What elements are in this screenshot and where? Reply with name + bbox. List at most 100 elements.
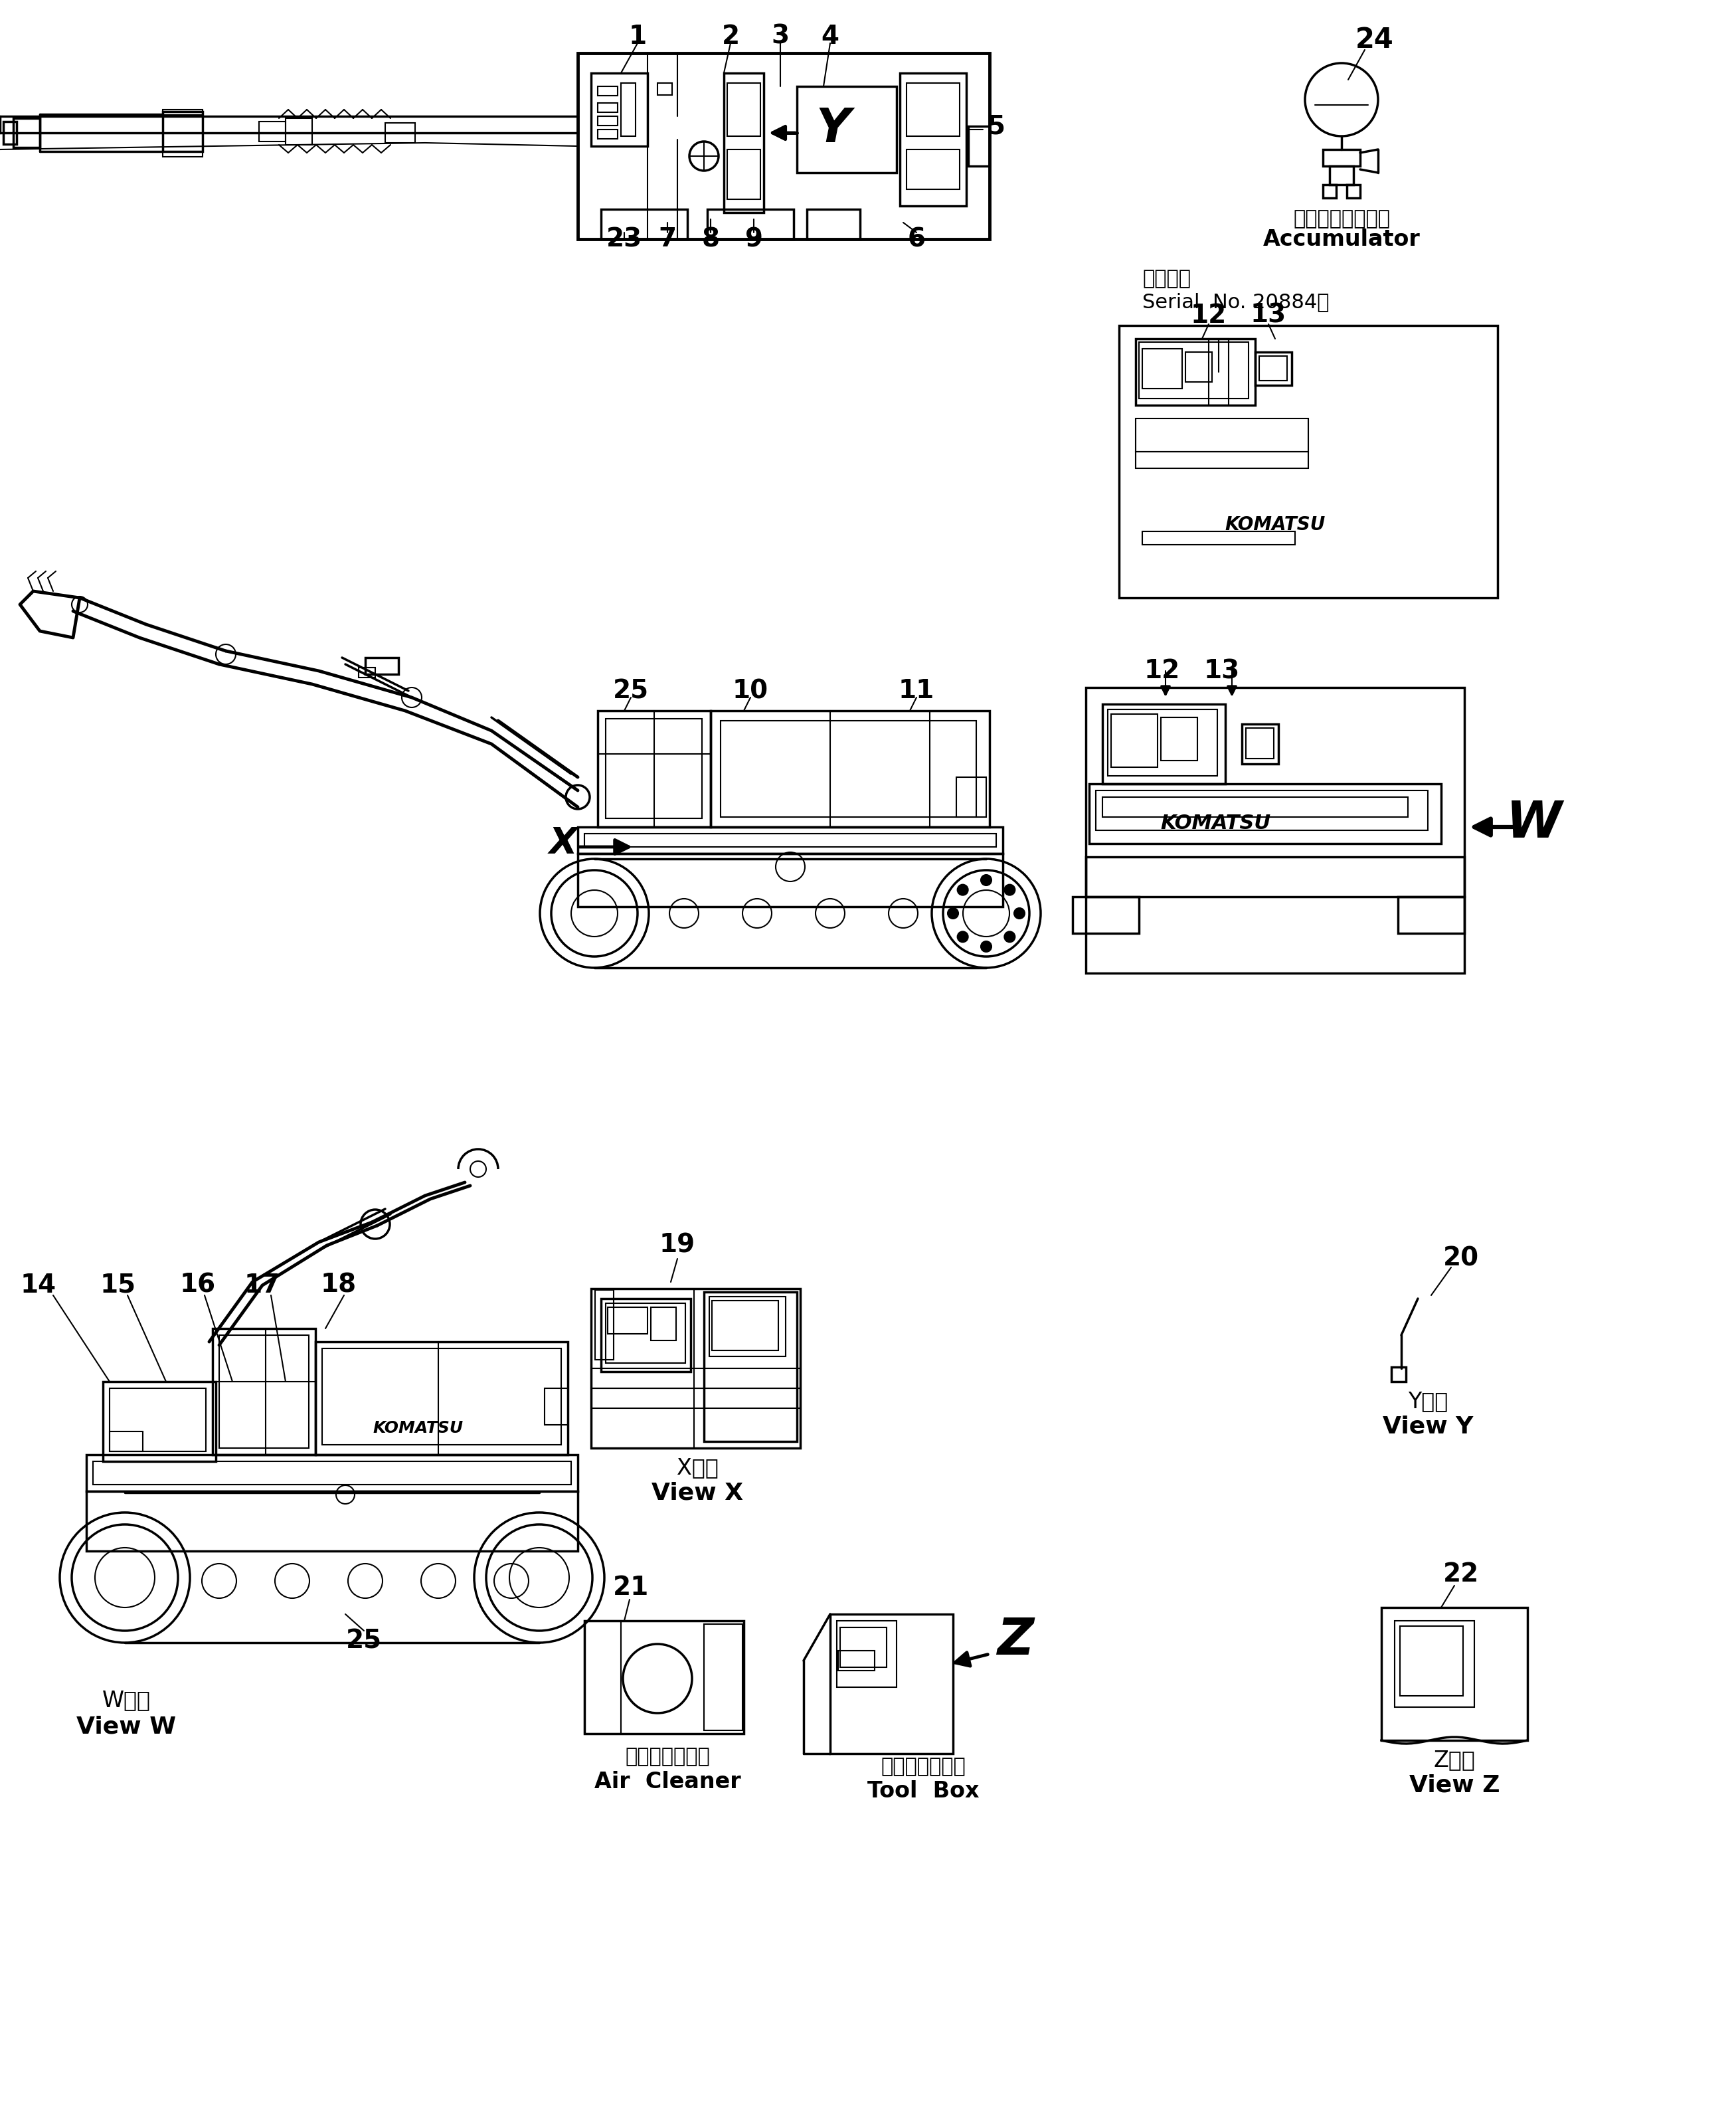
Text: Tool  Box: Tool Box	[868, 1780, 979, 1801]
Text: 17: 17	[245, 1273, 279, 1298]
Bar	[3, 122, 17, 143]
Bar	[1347, 185, 1359, 198]
Bar	[712, 1300, 778, 1351]
Text: ツールボックス: ツールボックス	[880, 1757, 965, 1776]
Bar	[109, 1389, 207, 1452]
Text: Z: Z	[998, 1616, 1035, 1665]
Bar	[705, 1292, 797, 1441]
Bar	[651, 1306, 675, 1340]
Text: 12: 12	[1191, 303, 1227, 329]
Text: KOMATSU: KOMATSU	[1160, 813, 1271, 832]
Bar	[590, 1367, 800, 1389]
Circle shape	[958, 931, 969, 942]
Bar	[830, 1614, 953, 1753]
Text: X　視: X 視	[677, 1458, 719, 1479]
Bar	[585, 834, 996, 847]
Text: Air  Cleaner: Air Cleaner	[594, 1770, 741, 1793]
Bar	[14, 118, 40, 147]
Bar	[578, 826, 1003, 853]
Text: 25: 25	[613, 678, 649, 704]
Text: 4: 4	[821, 23, 838, 48]
Bar	[720, 721, 976, 818]
Bar	[837, 1620, 896, 1688]
Text: 15: 15	[101, 1273, 135, 1298]
Bar	[807, 209, 859, 238]
Bar	[797, 86, 896, 173]
Text: View X: View X	[651, 1481, 743, 1504]
Bar	[597, 710, 710, 826]
Bar	[323, 1348, 561, 1445]
Text: 適用号機: 適用号機	[1142, 270, 1191, 289]
Bar	[578, 853, 1003, 906]
Bar	[1135, 451, 1309, 468]
Bar	[1246, 729, 1274, 759]
Bar	[838, 1650, 875, 1671]
Bar	[163, 152, 203, 156]
Text: アキュームレータ: アキュームレータ	[1293, 209, 1391, 230]
Circle shape	[958, 885, 969, 895]
Bar	[597, 103, 618, 112]
Bar	[1102, 796, 1408, 818]
Bar	[1399, 1627, 1463, 1696]
Bar	[219, 1336, 309, 1448]
Text: Y　視: Y 視	[1408, 1391, 1448, 1412]
Text: 14: 14	[21, 1273, 57, 1298]
Text: 19: 19	[660, 1233, 696, 1258]
Text: 10: 10	[733, 678, 769, 704]
Bar	[1085, 858, 1465, 898]
Bar	[727, 82, 760, 137]
Text: 25: 25	[345, 1629, 382, 1654]
Text: 3: 3	[771, 23, 790, 48]
Bar	[1120, 324, 1498, 598]
Text: View Z: View Z	[1410, 1774, 1500, 1797]
Bar	[1102, 704, 1226, 784]
Bar	[87, 1454, 578, 1492]
Bar	[957, 777, 986, 818]
Bar	[1391, 1367, 1406, 1382]
Text: Y: Y	[816, 107, 851, 152]
Bar	[705, 1624, 743, 1730]
Text: 8: 8	[701, 228, 719, 251]
Text: 21: 21	[613, 1574, 649, 1599]
Bar	[1085, 687, 1465, 973]
Text: W: W	[1507, 799, 1562, 849]
Text: Z　視: Z 視	[1434, 1749, 1476, 1772]
Bar	[1142, 531, 1295, 546]
Bar	[1259, 356, 1286, 381]
Text: 13: 13	[1250, 303, 1286, 329]
Circle shape	[948, 908, 958, 919]
Bar	[1186, 352, 1212, 381]
Bar	[601, 209, 687, 238]
Text: 6: 6	[908, 228, 925, 251]
Circle shape	[981, 942, 991, 952]
Bar	[906, 150, 960, 190]
Bar	[590, 1289, 800, 1448]
Text: 9: 9	[745, 228, 762, 251]
Bar	[1323, 185, 1337, 198]
Text: 2: 2	[722, 23, 740, 48]
Bar	[710, 710, 990, 826]
Bar	[1394, 1620, 1474, 1707]
Text: Serial  No. 20884～: Serial No. 20884～	[1142, 293, 1330, 312]
Text: X: X	[549, 826, 578, 862]
Bar	[969, 126, 990, 166]
Text: KOMATSU: KOMATSU	[373, 1420, 464, 1437]
Bar	[1397, 898, 1465, 933]
Text: 13: 13	[1205, 657, 1240, 683]
Bar	[724, 74, 764, 213]
Text: View Y: View Y	[1382, 1416, 1474, 1439]
Bar	[87, 1492, 578, 1551]
Bar	[590, 1389, 800, 1407]
Bar	[316, 1342, 568, 1454]
Bar	[606, 718, 701, 818]
Bar	[727, 150, 760, 200]
Bar	[608, 1306, 648, 1334]
Bar	[94, 1462, 571, 1485]
Text: 16: 16	[181, 1273, 215, 1298]
Bar	[658, 82, 672, 95]
Bar	[621, 82, 635, 137]
Bar	[1142, 350, 1182, 388]
Bar	[585, 1620, 743, 1734]
Bar	[597, 116, 618, 126]
Bar	[1135, 419, 1309, 451]
